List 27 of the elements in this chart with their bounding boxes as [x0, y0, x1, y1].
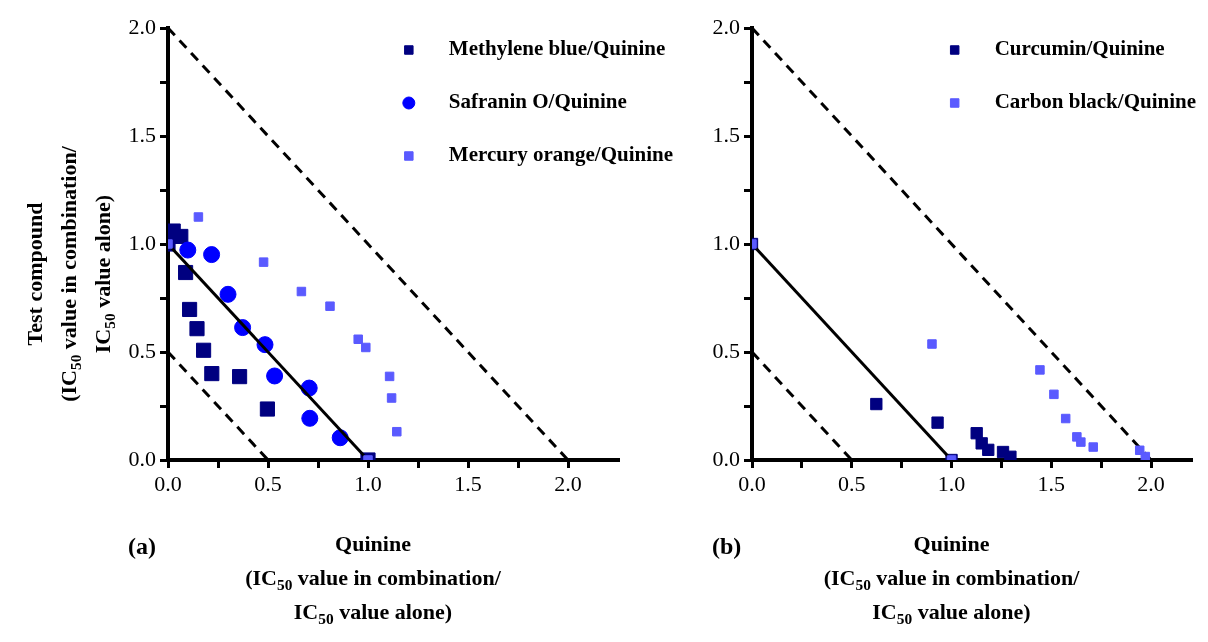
legend-label: Carbon black/Quinine [994, 89, 1197, 114]
legend-label: Methylene blue/Quinine [448, 36, 666, 61]
x-tick-label: 0.0 [738, 470, 766, 496]
y-tick-label: 1.0 [128, 229, 156, 255]
legend-label: Safranin O/Quinine [448, 89, 627, 114]
y-tick-label: 1.5 [128, 121, 156, 147]
x-tick-label: 2.0 [554, 470, 582, 496]
y-tick-label: 0.0 [128, 445, 156, 471]
y-tick-label: 0.5 [128, 337, 156, 363]
x-tick-label: 0.5 [838, 470, 866, 496]
x-tick-label: 1.5 [1037, 470, 1066, 496]
x-tick-label: 0.5 [254, 470, 282, 496]
x-tick-label: 1.5 [454, 470, 482, 496]
y-tick-label: 1.5 [712, 121, 740, 147]
x-tick-label: 1.0 [937, 470, 966, 496]
legend-label: Mercury orange/Quinine [448, 142, 673, 167]
legend-label: Curcumin/Quinine [994, 36, 1165, 61]
x-tick-label: 1.0 [354, 470, 382, 496]
y-tick-label: 0.5 [712, 337, 740, 363]
text: (a) [128, 533, 156, 560]
y-tick-label: 0.0 [712, 445, 740, 471]
y-tick-label: 2.0 [712, 13, 740, 39]
y-tick-label: 1.0 [712, 229, 740, 255]
y-tick-label: 2.0 [128, 13, 156, 39]
x-tick-label: 0.0 [154, 470, 182, 496]
text: (b) [712, 533, 742, 560]
x-tick-label: 2.0 [1137, 470, 1165, 496]
